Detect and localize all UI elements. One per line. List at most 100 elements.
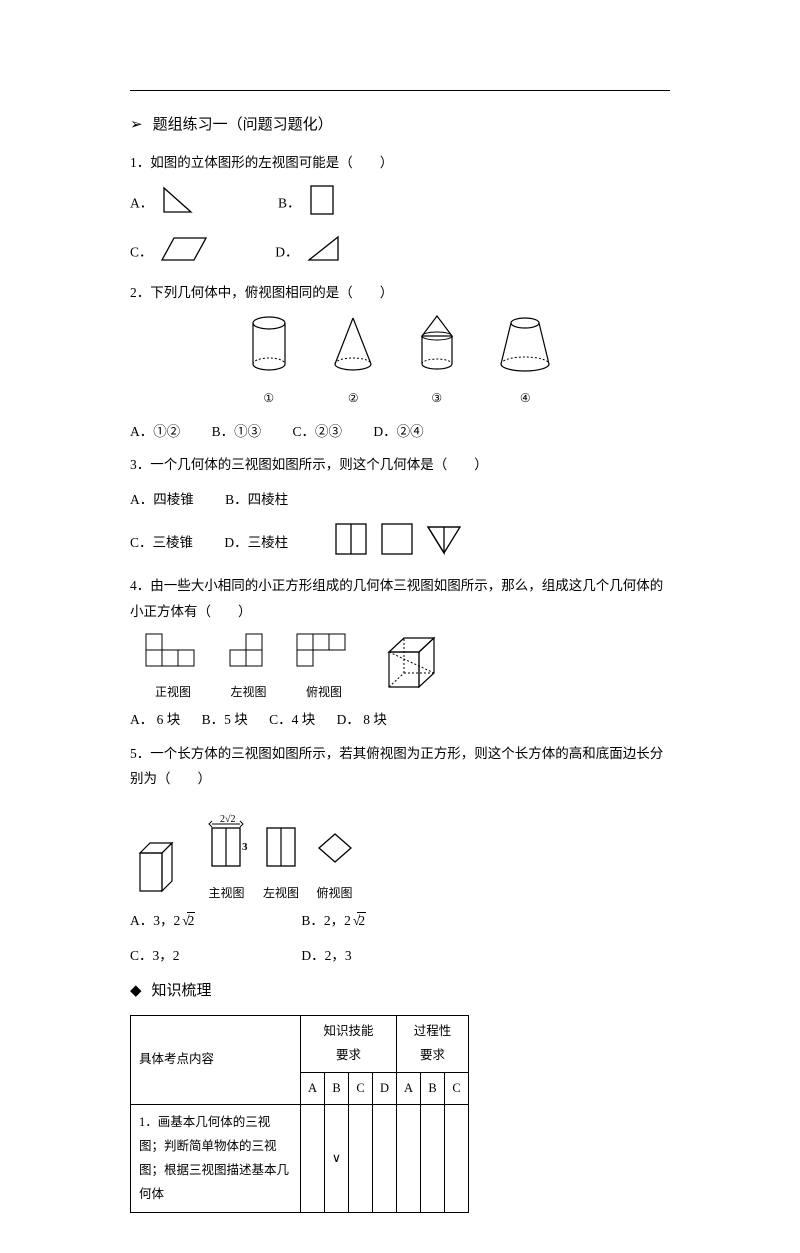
- q2-options: A．①② B．①③ C．②③ D．②④: [130, 417, 670, 444]
- q4-opt-d: D． 8 块: [337, 707, 387, 733]
- q1-opt-a-label: A．: [130, 196, 153, 211]
- th-skill: 知识技能 要求: [301, 1016, 397, 1073]
- q2-label-2: ②: [328, 387, 378, 410]
- col-c1: C: [349, 1072, 373, 1105]
- q1-opt-a: A．: [130, 185, 201, 224]
- table-row: 具体考点内容 知识技能 要求 过程性 要求: [131, 1016, 469, 1073]
- q1-opt-d-label: D．: [275, 244, 298, 259]
- q4-front-label: 正视图: [144, 681, 202, 704]
- q5-left-view-icon: 左视图: [263, 814, 299, 905]
- q4-opt-a: A． 6 块: [130, 707, 180, 733]
- q5-b-rad: 2: [357, 912, 366, 928]
- cell: [301, 1105, 325, 1213]
- col-a2: A: [397, 1072, 421, 1105]
- section-title-1: 题组练习一（问题习题化）: [130, 111, 670, 140]
- q2-opt-b: B．①③: [212, 419, 262, 445]
- cone-icon: ②: [328, 314, 378, 409]
- q5-opt-a-pre: A．3，2: [130, 913, 180, 928]
- col-b1: B: [325, 1072, 349, 1105]
- q4-top-label: 俯视图: [295, 681, 353, 704]
- q2-label-3: ③: [414, 387, 460, 410]
- cell: [445, 1105, 469, 1213]
- q5-opt-a: A．3，2 2: [130, 908, 270, 934]
- q1-opt-b: B．: [278, 183, 342, 226]
- q5-top-view-icon: 俯视图: [315, 814, 355, 905]
- row1-text: 1．画基本几何体的三视图；判断简单物体的三视图；根据三视图描述基本几何体: [131, 1105, 301, 1213]
- q4-cube-iso-icon: [379, 632, 449, 703]
- q2-label-4: ④: [495, 387, 555, 410]
- sqrt-icon-2: 2: [351, 908, 366, 934]
- right-triangle-icon: [161, 185, 197, 224]
- th-content: 具体考点内容: [131, 1016, 301, 1105]
- q3-row2: C．三棱锥 D．三棱柱: [130, 521, 670, 566]
- frustum-icon: ④: [495, 314, 555, 409]
- q1-opt-d: D．: [275, 235, 346, 272]
- col-b2: B: [421, 1072, 445, 1105]
- q4-left-label: 左视图: [228, 681, 270, 704]
- q5-opt-b: B．2，2 2: [301, 908, 366, 934]
- knowledge-table: 具体考点内容 知识技能 要求 过程性 要求 A B C D A B C 1．画基…: [130, 1015, 469, 1213]
- q1-options-row1: A． B．: [130, 183, 670, 226]
- col-a1: A: [301, 1072, 325, 1105]
- svg-text:3: 3: [242, 841, 248, 853]
- svg-text:2√2: 2√2: [220, 814, 236, 825]
- q2-opt-c: C．②③: [293, 419, 343, 445]
- q4-views-row: 正视图 左视图 俯视图: [144, 632, 670, 703]
- cell: [349, 1105, 373, 1213]
- cell: [421, 1105, 445, 1213]
- parallelogram-icon: [160, 234, 210, 273]
- q3-text: 3．一个几何体的三视图如图所示，则这个几何体是（ ）: [130, 452, 670, 478]
- spacer: [130, 800, 670, 814]
- q4-front-view-icon: 正视图: [144, 632, 202, 703]
- q3-three-views-icon: [334, 521, 464, 566]
- sqrt-icon: 2: [180, 908, 195, 934]
- page-top-rule: [130, 90, 670, 91]
- q4-left-view-icon: 左视图: [228, 632, 270, 703]
- q5-top-label: 俯视图: [315, 882, 355, 905]
- th-process: 过程性 要求: [397, 1016, 469, 1073]
- q5-left-label: 左视图: [263, 882, 299, 905]
- q5-cuboid-icon: [136, 839, 180, 906]
- q5-figure-row: 2√2 3 主视图 左视图 俯视图: [130, 814, 670, 905]
- q5-a-rad: 2: [187, 912, 196, 928]
- q3-opt-d: D．三棱柱: [224, 530, 288, 556]
- q1-opt-c-label: C．: [130, 244, 153, 259]
- q4-options: A． 6 块 B．5 块 C．4 块 D． 8 块: [130, 706, 670, 733]
- q4-opt-b: B．5 块: [202, 707, 248, 733]
- q2-opt-a: A．①②: [130, 419, 180, 445]
- q5-main-label: 主视图: [206, 882, 248, 905]
- table-row: 1．画基本几何体的三视图；判断简单物体的三视图；根据三视图描述基本几何体 ∨: [131, 1105, 469, 1213]
- q5-options-row2: C．3，2 D．2，3: [130, 942, 670, 969]
- cell: [373, 1105, 397, 1213]
- cone-on-cylinder-icon: ③: [414, 314, 460, 409]
- cell: [397, 1105, 421, 1213]
- q4-opt-c: C．4 块: [269, 707, 315, 733]
- q2-opt-d: D．②④: [373, 419, 423, 445]
- q5-text: 5．一个长方体的三视图如图所示，若其俯视图为正方形，则这个长方体的高和底面边长分…: [130, 741, 670, 792]
- q5-opt-b-pre: B．2，2: [301, 913, 351, 928]
- q1-text: 1．如图的立体图形的左视图可能是（ ）: [130, 150, 670, 176]
- q4-text: 4．由一些大小相同的小正方形组成的几何体三视图如图所示，那么，组成这几个几何体的…: [130, 573, 670, 624]
- q5-options-row1: A．3，2 2 B．2，2 2: [130, 907, 670, 934]
- cylinder-icon: ①: [245, 314, 293, 409]
- q2-shapes-row: ① ② ③ ④: [130, 314, 670, 409]
- section-title-2: 知识梳理: [130, 977, 670, 1006]
- col-d1: D: [373, 1072, 397, 1105]
- q1-opt-b-label: B．: [278, 196, 301, 211]
- col-c2: C: [445, 1072, 469, 1105]
- q5-views: 2√2 3 主视图 左视图 俯视图: [200, 814, 361, 905]
- q5-main-view-icon: 2√2 3 主视图: [206, 814, 248, 905]
- cell-check: ∨: [325, 1105, 349, 1213]
- q5-opt-d: D．2，3: [301, 943, 351, 969]
- q3-opt-c: C．三棱锥: [130, 530, 193, 556]
- q4-top-view-icon: 俯视图: [295, 632, 353, 703]
- q2-text: 2．下列几何体中，俯视图相同的是（ ）: [130, 280, 670, 306]
- q3-row1: A．四棱锥 B．四棱柱: [130, 486, 670, 513]
- q1-opt-c: C．: [130, 234, 214, 273]
- q2-label-1: ①: [245, 387, 293, 410]
- right-triangle-mirror-icon: [306, 235, 342, 272]
- q1-options-row2: C． D．: [130, 234, 670, 273]
- q5-opt-c: C．3，2: [130, 943, 270, 969]
- q3-opt-a: A．四棱锥: [130, 487, 194, 513]
- q3-opt-b: B．四棱柱: [225, 487, 288, 513]
